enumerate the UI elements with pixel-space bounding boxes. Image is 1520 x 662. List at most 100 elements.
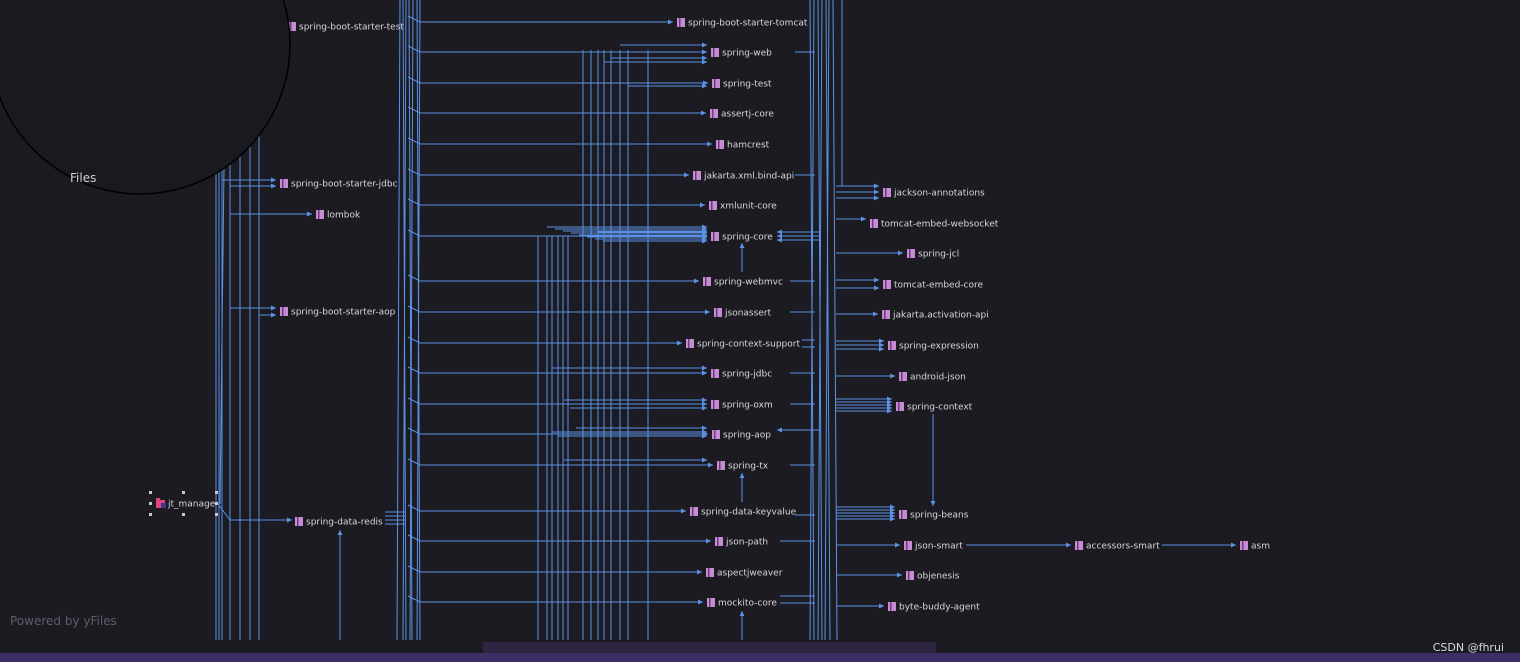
node-label: asm: [1251, 542, 1270, 552]
dependency-edge: [407, 458, 713, 468]
jar-icon: [883, 280, 891, 289]
node-android-json[interactable]: android-json: [899, 372, 966, 383]
node-spring-core[interactable]: spring-core: [711, 232, 773, 243]
jar-icon: [896, 402, 904, 411]
node-spring-oxm[interactable]: spring-oxm: [711, 400, 773, 411]
node-label: hamcrest: [727, 141, 770, 151]
node-spring-boot-starter-aop[interactable]: spring-boot-starter-aop: [280, 307, 396, 318]
node-label: accessors-smart: [1086, 542, 1160, 552]
node-json-smart[interactable]: json-smart: [904, 541, 963, 552]
node-spring-expression[interactable]: spring-expression: [888, 341, 979, 352]
node-label: jakarta.xml.bind-api: [703, 172, 794, 182]
node-jakarta-activation-api[interactable]: jakarta.activation-api: [882, 310, 989, 321]
node-jakarta-xml-bind-api[interactable]: jakarta.xml.bind-api: [693, 171, 794, 182]
node-lombok[interactable]: lombok: [316, 210, 361, 221]
jar-icon: [716, 140, 724, 149]
jar-icon: [703, 277, 711, 286]
dependency-edge: [407, 15, 673, 25]
node-spring-aop[interactable]: spring-aop: [712, 430, 771, 441]
node-label: tomcat-embed-core: [894, 281, 984, 291]
jar-icon: [711, 400, 719, 409]
node-spring-boot-starter-test[interactable]: spring-boot-starter-test: [288, 22, 404, 33]
node-spring-boot-starter-jdbc[interactable]: spring-boot-starter-jdbc: [280, 179, 398, 190]
jar-icon: [711, 48, 719, 57]
node-label: spring-web: [722, 49, 772, 59]
node-label: spring-boot-starter-aop: [291, 308, 396, 318]
node-label: spring-test: [723, 80, 772, 90]
dependency-edge: [407, 336, 682, 346]
node-spring-jcl[interactable]: spring-jcl: [907, 249, 959, 260]
node-spring-test[interactable]: spring-test: [712, 79, 772, 90]
node-label: xmlunit-core: [720, 202, 777, 212]
node-objenesis[interactable]: objenesis: [906, 571, 960, 582]
node-spring-web[interactable]: spring-web: [711, 48, 772, 59]
dependency-edge: [407, 427, 708, 437]
node-json-path[interactable]: json-path: [715, 537, 768, 548]
node-label: spring-beans: [910, 511, 969, 521]
jar-icon: [707, 598, 715, 607]
jar-icon: [690, 507, 698, 516]
node-jsonassert[interactable]: jsonassert: [714, 308, 772, 319]
jar-icon: [693, 171, 701, 180]
jar-icon: [715, 537, 723, 546]
node-label: spring-tx: [728, 462, 769, 472]
horizontal-scrollbar-thumb[interactable]: [483, 642, 936, 653]
jar-icon: [1240, 541, 1248, 550]
jar-icon: [706, 568, 714, 577]
dependency-edge: [824, 0, 830, 641]
node-asm[interactable]: asm: [1240, 541, 1270, 552]
dependency-edge: [825, 0, 831, 641]
node-spring-jdbc[interactable]: spring-jdbc: [711, 369, 772, 380]
node-label: spring-expression: [899, 342, 979, 352]
node-spring-context-support[interactable]: spring-context-support: [686, 339, 800, 350]
node-hamcrest[interactable]: hamcrest: [716, 140, 770, 151]
node-label: spring-aop: [723, 431, 771, 441]
jar-icon: [712, 430, 720, 439]
node-label: spring-jcl: [918, 250, 959, 260]
node-label: json-smart: [914, 542, 963, 552]
node-tomcat-embed-websocket[interactable]: tomcat-embed-websocket: [870, 219, 999, 230]
jar-icon: [711, 232, 719, 241]
node-spring-data-redis[interactable]: spring-data-redis: [295, 517, 383, 528]
jar-icon: [882, 310, 890, 319]
node-mockito-core[interactable]: mockito-core: [707, 598, 777, 609]
dependency-edge: [407, 504, 686, 514]
node-label: lombok: [327, 211, 361, 221]
dependency-edge: [407, 595, 703, 605]
node-jackson-annotations[interactable]: jackson-annotations: [883, 188, 985, 199]
root-node-jt-manage[interactable]: jt_manage: [149, 491, 218, 516]
node-tomcat-embed-core[interactable]: tomcat-embed-core: [883, 280, 984, 291]
node-byte-buddy-agent[interactable]: byte-buddy-agent: [888, 602, 980, 613]
overview-panel[interactable]: Files: [0, 0, 291, 195]
jar-icon: [711, 369, 719, 378]
jar-icon: [316, 210, 324, 219]
jar-icon: [709, 201, 717, 210]
dependency-edge: [407, 168, 689, 178]
node-spring-data-keyvalue[interactable]: spring-data-keyvalue: [690, 507, 797, 518]
node-aspectjweaver[interactable]: aspectjweaver: [706, 568, 783, 579]
node-xmlunit-core[interactable]: xmlunit-core: [709, 201, 777, 212]
node-spring-beans[interactable]: spring-beans: [899, 510, 969, 521]
dependency-edge: [407, 45, 707, 55]
jar-icon: [288, 22, 296, 31]
dependency-edge: [408, 0, 413, 641]
node-label: spring-context-support: [697, 340, 800, 350]
node-assertj-core[interactable]: assertj-core: [710, 109, 774, 120]
node-spring-webmvc[interactable]: spring-webmvc: [703, 277, 783, 288]
credit-watermark: CSDN @fhrui: [1432, 641, 1504, 654]
overview-label: Files: [70, 171, 96, 185]
node-label: jakarta.activation-api: [892, 311, 989, 321]
jar-icon: [888, 341, 896, 350]
dependency-edge: [409, 0, 414, 641]
dependency-edge: [407, 106, 706, 116]
dependency-edge: [817, 0, 823, 641]
jar-icon: [677, 18, 685, 27]
node-accessors-smart[interactable]: accessors-smart: [1075, 541, 1160, 552]
node-label: objenesis: [917, 572, 960, 582]
node-label: mockito-core: [718, 599, 777, 609]
node-spring-boot-starter-tomcat[interactable]: spring-boot-starter-tomcat: [677, 18, 808, 29]
node-spring-context[interactable]: spring-context: [896, 402, 973, 413]
node-label: byte-buddy-agent: [899, 603, 980, 613]
node-spring-tx[interactable]: spring-tx: [717, 461, 769, 472]
